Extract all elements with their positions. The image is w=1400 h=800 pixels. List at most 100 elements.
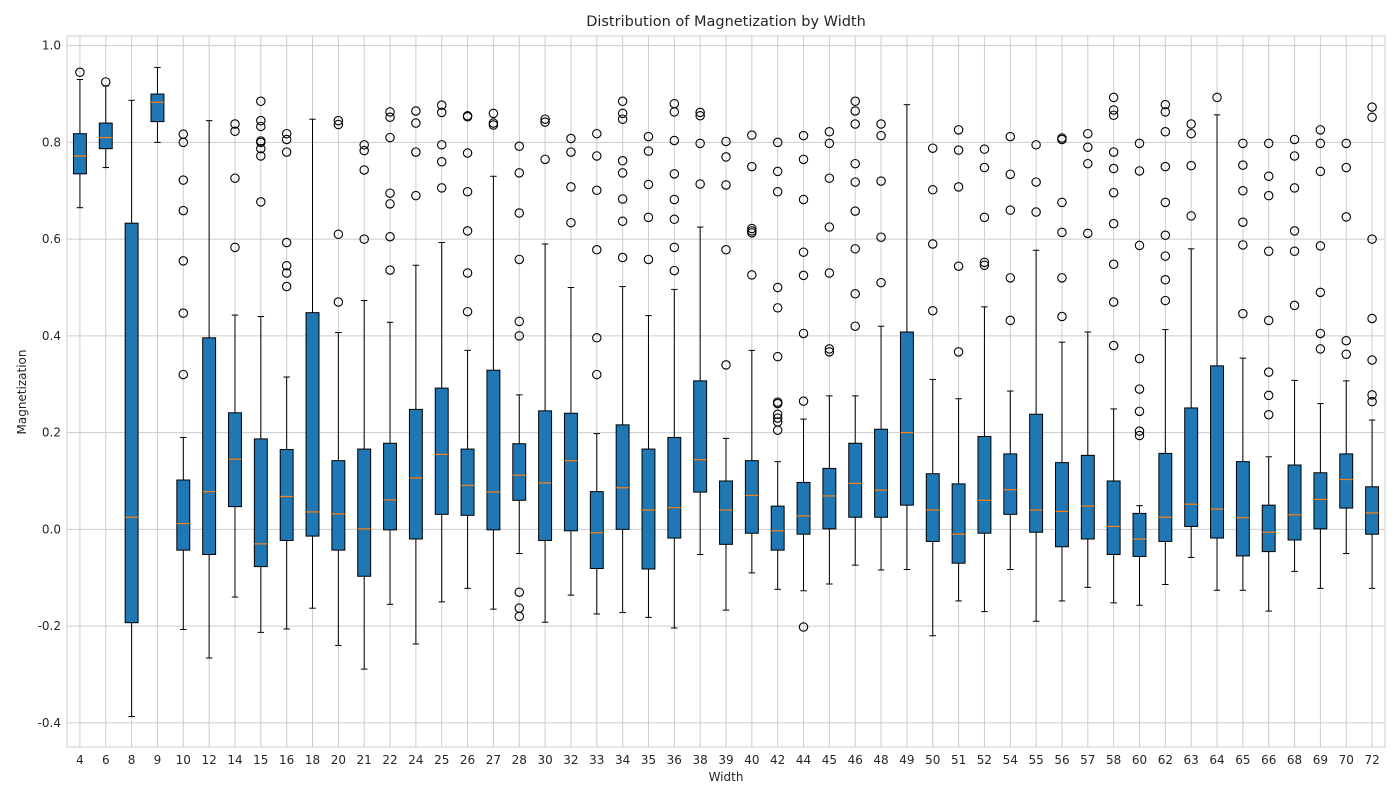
y-axis-label: Magnetization (15, 350, 29, 435)
outlier-point (1160, 197, 1171, 208)
box (1080, 454, 1095, 540)
outlier-point (1108, 187, 1119, 198)
box-group (667, 98, 682, 629)
x-tick-label: 24 (408, 753, 423, 767)
outlier-point (1108, 297, 1119, 307)
outlier-point (281, 134, 292, 145)
x-tick-label: 14 (227, 753, 242, 767)
outlier-point (772, 186, 783, 197)
outlier-point (566, 147, 576, 157)
box (848, 442, 863, 518)
x-tick-label: 25 (434, 753, 449, 767)
outlier-point (824, 127, 835, 137)
outlier-point (1083, 128, 1093, 139)
x-tick-label: 63 (1184, 753, 1199, 767)
outlier-point (1160, 295, 1171, 306)
box-group (460, 111, 475, 589)
outlier-point (850, 244, 860, 254)
outlier-point (1367, 102, 1377, 112)
x-tick-label: 48 (873, 753, 888, 767)
outlier-point (772, 351, 783, 362)
outlier-point (1160, 230, 1171, 241)
box (1235, 461, 1250, 557)
outlier-point (1057, 133, 1067, 143)
outlier-point (927, 305, 938, 316)
outlier-point (1083, 158, 1093, 169)
outlier-point (1134, 426, 1145, 436)
outlier-point (1160, 127, 1171, 137)
outlier-point (1083, 228, 1093, 239)
x-tick-label: 18 (305, 753, 320, 767)
outlier-point (772, 409, 783, 419)
x-tick-label: 30 (537, 753, 552, 767)
box (1339, 453, 1354, 509)
box-group (305, 118, 320, 609)
box (719, 480, 733, 545)
outlier-point (1057, 197, 1067, 208)
outlier-point (695, 138, 705, 149)
outlier-point (256, 197, 266, 207)
outlier-point (281, 268, 292, 278)
outlier-point (1108, 340, 1119, 351)
outlier-point (1134, 240, 1145, 251)
x-tick-label: 40 (744, 753, 759, 767)
plot-frame (66, 35, 1386, 748)
x-tick-label: 55 (1028, 753, 1043, 767)
outlier-point (178, 205, 189, 216)
outlier-point (979, 162, 990, 173)
outlier-point (1238, 308, 1248, 319)
outlier-point (462, 306, 473, 317)
outlier-point (514, 316, 525, 327)
outlier-point (1289, 183, 1300, 193)
box-group (124, 99, 139, 718)
box (1003, 453, 1018, 515)
box-group (1210, 92, 1224, 591)
box-group (1184, 119, 1199, 558)
box (925, 473, 940, 542)
outlier-point (1134, 353, 1145, 364)
box-group (150, 66, 165, 143)
outlier-point (462, 268, 473, 278)
box (408, 408, 423, 540)
box-group (228, 119, 242, 598)
outlier-point (798, 328, 809, 339)
box (770, 505, 785, 551)
outlier-point (1057, 273, 1067, 283)
outlier-point (1315, 328, 1326, 339)
outlier-point (411, 147, 421, 157)
outlier-point (1186, 119, 1196, 129)
outlier-point (617, 252, 628, 263)
outlier-point (876, 130, 886, 141)
x-tick-label: 35 (641, 753, 656, 767)
box (434, 387, 449, 515)
box-group (486, 108, 501, 610)
box-group (331, 115, 346, 646)
outlier-point (1212, 92, 1222, 103)
outlier-point (230, 242, 240, 253)
outlier-point (1367, 234, 1377, 244)
outlier-point (1341, 138, 1351, 149)
outlier-point (592, 369, 602, 380)
box-group (822, 127, 837, 585)
box (1210, 365, 1224, 539)
box (1365, 486, 1380, 535)
box-group (899, 104, 914, 570)
box-group (1313, 125, 1328, 589)
outlier-point (1160, 99, 1171, 110)
outlier-point (850, 321, 860, 331)
outlier-point (850, 106, 860, 116)
outlier-point (1315, 125, 1326, 135)
outlier-point (1005, 273, 1016, 283)
outlier-point (927, 143, 938, 153)
x-tick-label: 9 (154, 753, 162, 767)
outlier-point (979, 212, 990, 223)
outlier-point (1263, 190, 1274, 201)
box-group (1261, 138, 1276, 612)
outlier-point (1005, 205, 1016, 215)
outlier-point (617, 96, 628, 107)
x-tick-label: 64 (1209, 753, 1224, 767)
outlier-point (1238, 160, 1248, 170)
box-group (615, 96, 630, 614)
box (460, 448, 475, 516)
y-tick-label: -0.2 (38, 619, 61, 633)
